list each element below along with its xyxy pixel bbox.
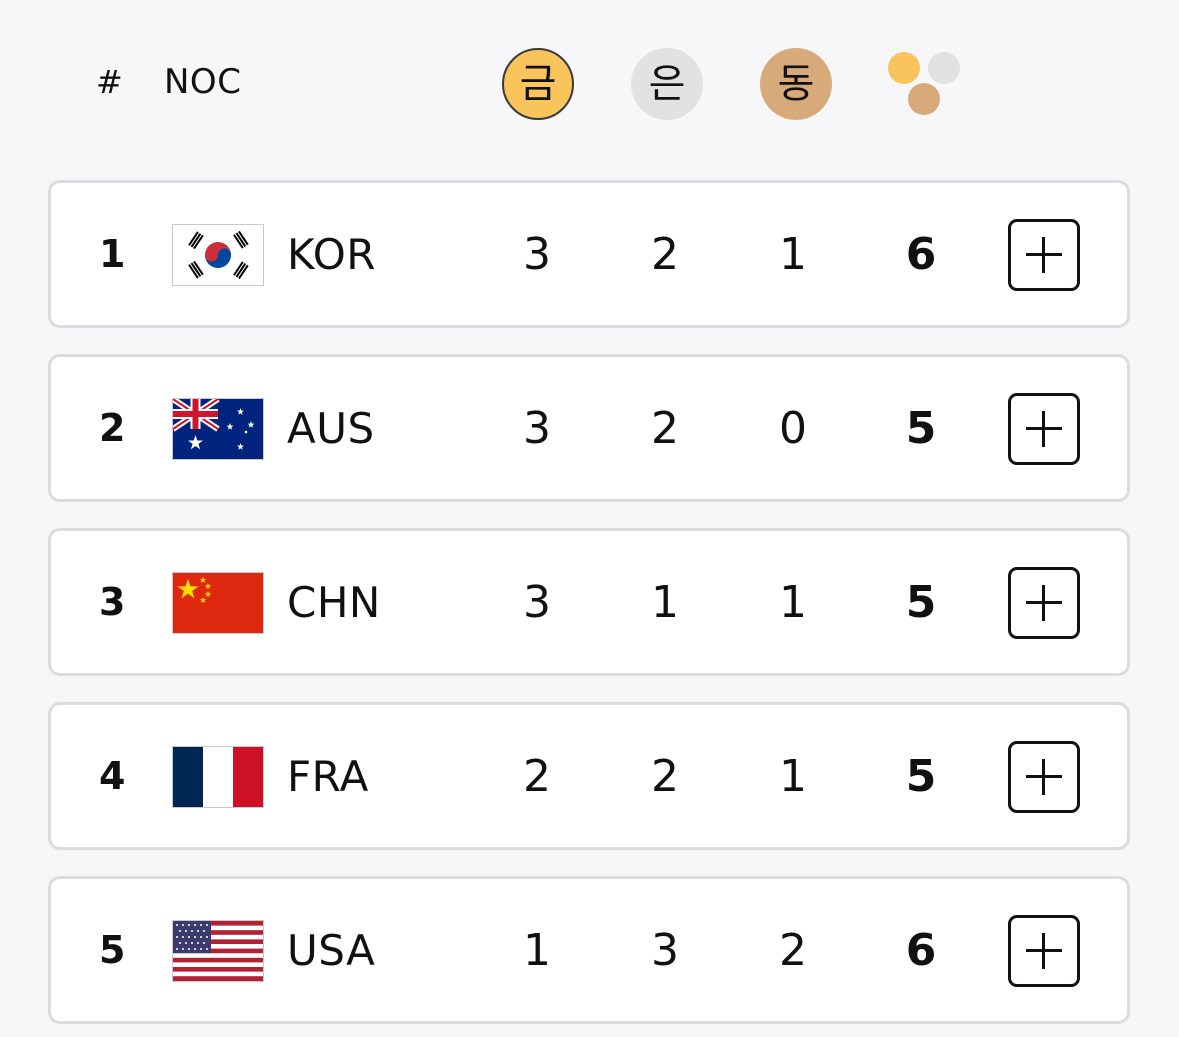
silver-count: 1 [651,577,679,628]
silver-count: 2 [651,403,679,454]
bronze-count: 1 [779,229,807,280]
gold-medal-column-header[interactable]: 금 [502,48,574,120]
expand-row-button[interactable] [1008,393,1080,465]
table-row-usa: 5 USA 1 3 2 6 [48,876,1130,1024]
silver-count: 2 [651,751,679,802]
rank-value: 1 [99,232,126,276]
noc-column-header: NOC [164,62,242,102]
rank-value: 2 [99,406,126,450]
noc-code: KOR [287,230,376,279]
gold-count: 1 [523,925,551,976]
silver-medal-column-header[interactable]: 은 [631,48,703,120]
usa-flag-icon [172,920,264,982]
kor-flag-icon [172,224,264,286]
total-count: 6 [905,925,937,976]
expand-row-button[interactable] [1008,567,1080,639]
total-count: 5 [905,577,937,628]
noc-code: AUS [287,404,375,453]
bronze-medal-label: 동 [777,61,815,107]
expand-row-button[interactable] [1008,915,1080,987]
rank-value: 4 [99,754,126,798]
silver-count: 2 [651,229,679,280]
bronze-count: 1 [779,751,807,802]
fra-flag-icon [172,746,264,808]
gold-count: 3 [523,403,551,454]
table-row-fra: 4 FRA 2 2 1 5 [48,702,1130,850]
bronze-dot-icon [908,83,940,115]
chn-flag-icon [172,572,264,634]
gold-count: 2 [523,751,551,802]
rank-value: 5 [99,928,126,972]
bronze-count: 1 [779,577,807,628]
medal-total-dots-icon[interactable] [886,50,966,120]
noc-code: USA [287,926,376,975]
gold-dot-icon [888,52,920,84]
gold-medal-label: 금 [519,61,557,107]
rank-column-header: # [96,63,123,101]
rank-value: 3 [99,580,126,624]
table-row-chn: 3 CHN 3 1 1 5 [48,528,1130,676]
expand-row-button[interactable] [1008,741,1080,813]
total-count: 5 [905,751,937,802]
table-row-kor: 1 KOR 3 2 1 6 [48,180,1130,328]
total-count: 6 [905,229,937,280]
table-row-aus: 2 AUS 3 2 0 5 [48,354,1130,502]
bronze-count: 2 [779,925,807,976]
bronze-count: 0 [779,403,807,454]
gold-count: 3 [523,229,551,280]
gold-count: 3 [523,577,551,628]
total-count: 5 [905,403,937,454]
noc-code: CHN [287,578,381,627]
bronze-medal-column-header[interactable]: 동 [760,48,832,120]
silver-dot-icon [928,52,960,84]
noc-code: FRA [287,752,369,801]
silver-count: 3 [651,925,679,976]
medal-table-header: # NOC 금 은 동 [0,0,1179,160]
expand-row-button[interactable] [1008,219,1080,291]
aus-flag-icon [172,398,264,460]
silver-medal-label: 은 [648,61,686,107]
